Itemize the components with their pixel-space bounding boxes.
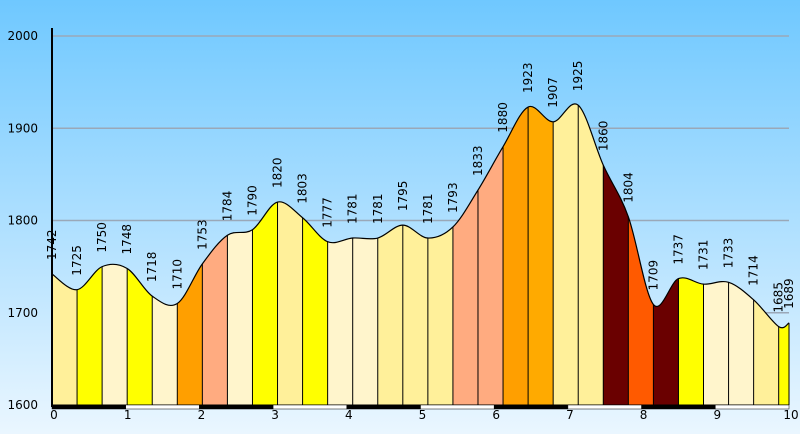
- x-tick-label: 3: [271, 408, 279, 422]
- elevation-data-label: 1710: [170, 259, 184, 290]
- elevation-segment: [227, 229, 253, 405]
- x-tick-label: 10: [783, 408, 798, 422]
- x-tick-label: 7: [566, 408, 574, 422]
- elevation-segment: [678, 277, 704, 405]
- elevation-data-label: 1803: [296, 173, 310, 204]
- elevation-data-label: 1880: [496, 102, 510, 133]
- x-tick-label: 9: [713, 408, 721, 422]
- elevation-data-label: 1742: [45, 229, 59, 260]
- elevation-segment: [77, 266, 103, 405]
- elevation-segment: [127, 268, 153, 405]
- km-scale-segment: [125, 404, 200, 410]
- elevation-data-label: 1833: [471, 146, 485, 177]
- elevation-segment: [327, 238, 353, 405]
- elevation-segment: [152, 296, 178, 405]
- y-tick-label: 1800: [7, 214, 38, 228]
- elevation-segment: [452, 190, 478, 405]
- elevation-data-label: 1689: [782, 278, 796, 309]
- elevation-data-label: 1784: [220, 191, 234, 222]
- km-scale-segment: [272, 404, 348, 410]
- elevation-segment: [177, 263, 203, 405]
- elevation-area: [51, 103, 790, 406]
- elevation-segment: [653, 278, 679, 405]
- elevation-data-label: 1907: [546, 77, 560, 108]
- elevation-data-label: 1925: [571, 61, 585, 92]
- axes: 1600 1700 1800 1900 2000 0 1 2 3 4 5 6 7 8 9 10: [7, 28, 799, 422]
- elevation-data-label: 1923: [521, 62, 535, 93]
- elevation-segment: [528, 106, 554, 406]
- x-tick-label: 8: [640, 408, 648, 422]
- elevation-data-label: 1781: [371, 193, 385, 224]
- km-scale-segment: [641, 404, 716, 410]
- elevation-segment: [427, 226, 453, 405]
- y-tick-label: 1700: [7, 306, 38, 320]
- x-tick-label: 1: [124, 408, 132, 422]
- x-tick-label: 6: [492, 408, 500, 422]
- y-tick-label: 2000: [7, 29, 38, 43]
- elevation-segment: [102, 264, 128, 405]
- elevation-data-label: 1733: [722, 238, 736, 269]
- elevation-data-label: 1795: [396, 181, 410, 212]
- elevation-segment: [377, 225, 403, 405]
- x-tick-label: 5: [419, 408, 427, 422]
- elevation-data-label: 1714: [747, 255, 761, 286]
- y-tick-label: 1600: [7, 398, 38, 412]
- elevation-segment: [778, 322, 789, 405]
- km-scale-segment: [51, 404, 126, 410]
- elevation-segment: [402, 225, 428, 405]
- elevation-segment: [578, 105, 604, 405]
- elevation-data-label: 1718: [145, 252, 159, 283]
- elevation-segment: [628, 216, 654, 405]
- elevation-segment: [52, 274, 78, 405]
- elevation-data-label: 1781: [346, 193, 360, 224]
- elevation-segment: [703, 281, 729, 405]
- km-scale-segment: [567, 404, 642, 410]
- elevation-data-label: 1753: [195, 219, 209, 250]
- elevation-segment: [503, 107, 529, 405]
- km-scale-segment: [715, 404, 790, 410]
- elevation-data-label: 1793: [446, 182, 460, 213]
- elevation-data-label: 1750: [95, 222, 109, 253]
- elevation-data-label: 1731: [697, 240, 711, 271]
- elevation-data-label: 1748: [120, 224, 134, 255]
- km-scale-segment: [199, 404, 274, 410]
- elevation-segment: [352, 237, 378, 405]
- elevation-segment: [302, 217, 328, 405]
- elevation-data-label: 1737: [671, 234, 685, 265]
- km-scale-segment: [346, 404, 421, 410]
- elevation-data-label: 1860: [596, 121, 610, 152]
- elevation-segment: [202, 235, 228, 405]
- elevation-segment: [252, 202, 278, 405]
- km-scale-segment: [493, 404, 569, 410]
- y-tick-label: 1900: [7, 121, 38, 135]
- elevation-segment: [728, 282, 754, 405]
- elevation-data-label: 1709: [646, 260, 660, 291]
- elevation-data-label: 1685: [772, 282, 786, 313]
- elevation-data-label: 1725: [70, 245, 84, 276]
- elevation-data-label: 1804: [621, 172, 635, 203]
- x-tick-label: 2: [198, 408, 206, 422]
- elevation-data-label: 1781: [421, 193, 435, 224]
- x-tick-label: 0: [50, 408, 58, 422]
- elevation-segment: [277, 201, 303, 405]
- data-labels: 1742 1725 1750 1748 1718 1710 1753 1784 1790 1820…: [45, 61, 796, 313]
- elevation-segment: [603, 165, 629, 405]
- elevation-segment: [753, 299, 779, 405]
- elevation-data-label: 1820: [271, 158, 285, 189]
- km-scale-segment: [420, 404, 495, 410]
- elevation-data-label: 1777: [321, 197, 335, 228]
- elevation-segment: [477, 146, 504, 405]
- elevation-data-label: 1790: [245, 185, 259, 216]
- x-tick-label: 4: [345, 408, 353, 422]
- profile-line: [51, 103, 790, 329]
- elevation-segment: [553, 103, 579, 405]
